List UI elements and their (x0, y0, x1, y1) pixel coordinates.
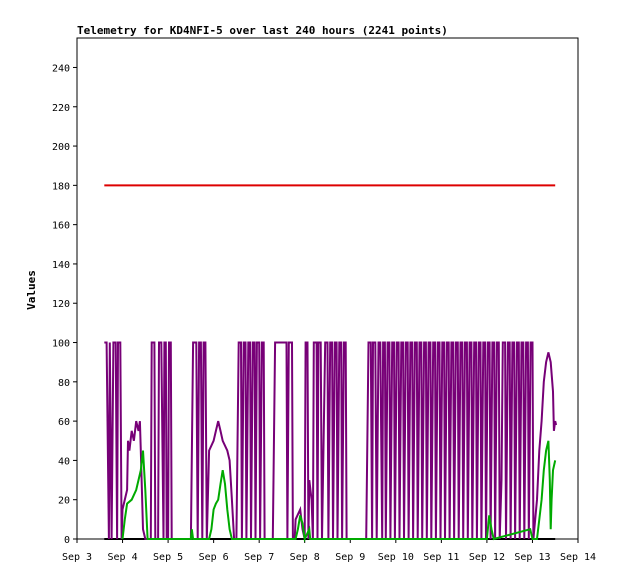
y-tick-label: 140 (52, 260, 70, 271)
x-tick-label: Sep 4 (107, 552, 137, 563)
x-tick-label: Sep 7 (244, 552, 274, 563)
x-tick-label: Sep 8 (290, 552, 320, 563)
y-tick-label: 180 (52, 181, 70, 192)
series-line-4 (121, 440, 557, 543)
x-tick-label: Sep 6 (199, 552, 229, 563)
y-tick-label: 40 (58, 456, 70, 467)
x-tick-label: Sep 11 (423, 552, 459, 563)
x-tick-label: Sep 10 (378, 552, 414, 563)
y-tick-label: 120 (52, 299, 70, 310)
y-axis-label: Values (25, 270, 38, 310)
y-tick-label: 80 (58, 378, 70, 389)
y-tick-label: 220 (52, 103, 70, 114)
x-tick-label: Sep 14 (560, 552, 596, 563)
y-axis: 0 20 40 60 80 100 120 140 160 180 200 220 240 (52, 63, 77, 546)
x-tick-label: Sep 9 (335, 552, 365, 563)
y-tick-label: 100 (52, 339, 70, 350)
y-tick-label: 200 (52, 142, 70, 153)
x-axis: Sep 3 Sep 4 Sep 5 Sep 6 Sep 7 Sep 8 Sep 9 Sep 1… (62, 539, 596, 563)
y-tick-label: 240 (52, 63, 70, 74)
chart-title: Telemetry for KD4NFI-5 over last 240 hou… (77, 24, 448, 37)
x-tick-label: Sep 13 (514, 552, 550, 563)
x-tick-label: Sep 12 (469, 552, 505, 563)
y-tick-label: 0 (64, 535, 70, 546)
y-tick-label: 20 (58, 496, 70, 507)
series-layer (104, 184, 558, 543)
y-tick-label: 60 (58, 417, 70, 428)
x-tick-label: Sep 5 (153, 552, 183, 563)
x-tick-label: Sep 3 (62, 552, 92, 563)
y-tick-label: 160 (52, 221, 70, 232)
